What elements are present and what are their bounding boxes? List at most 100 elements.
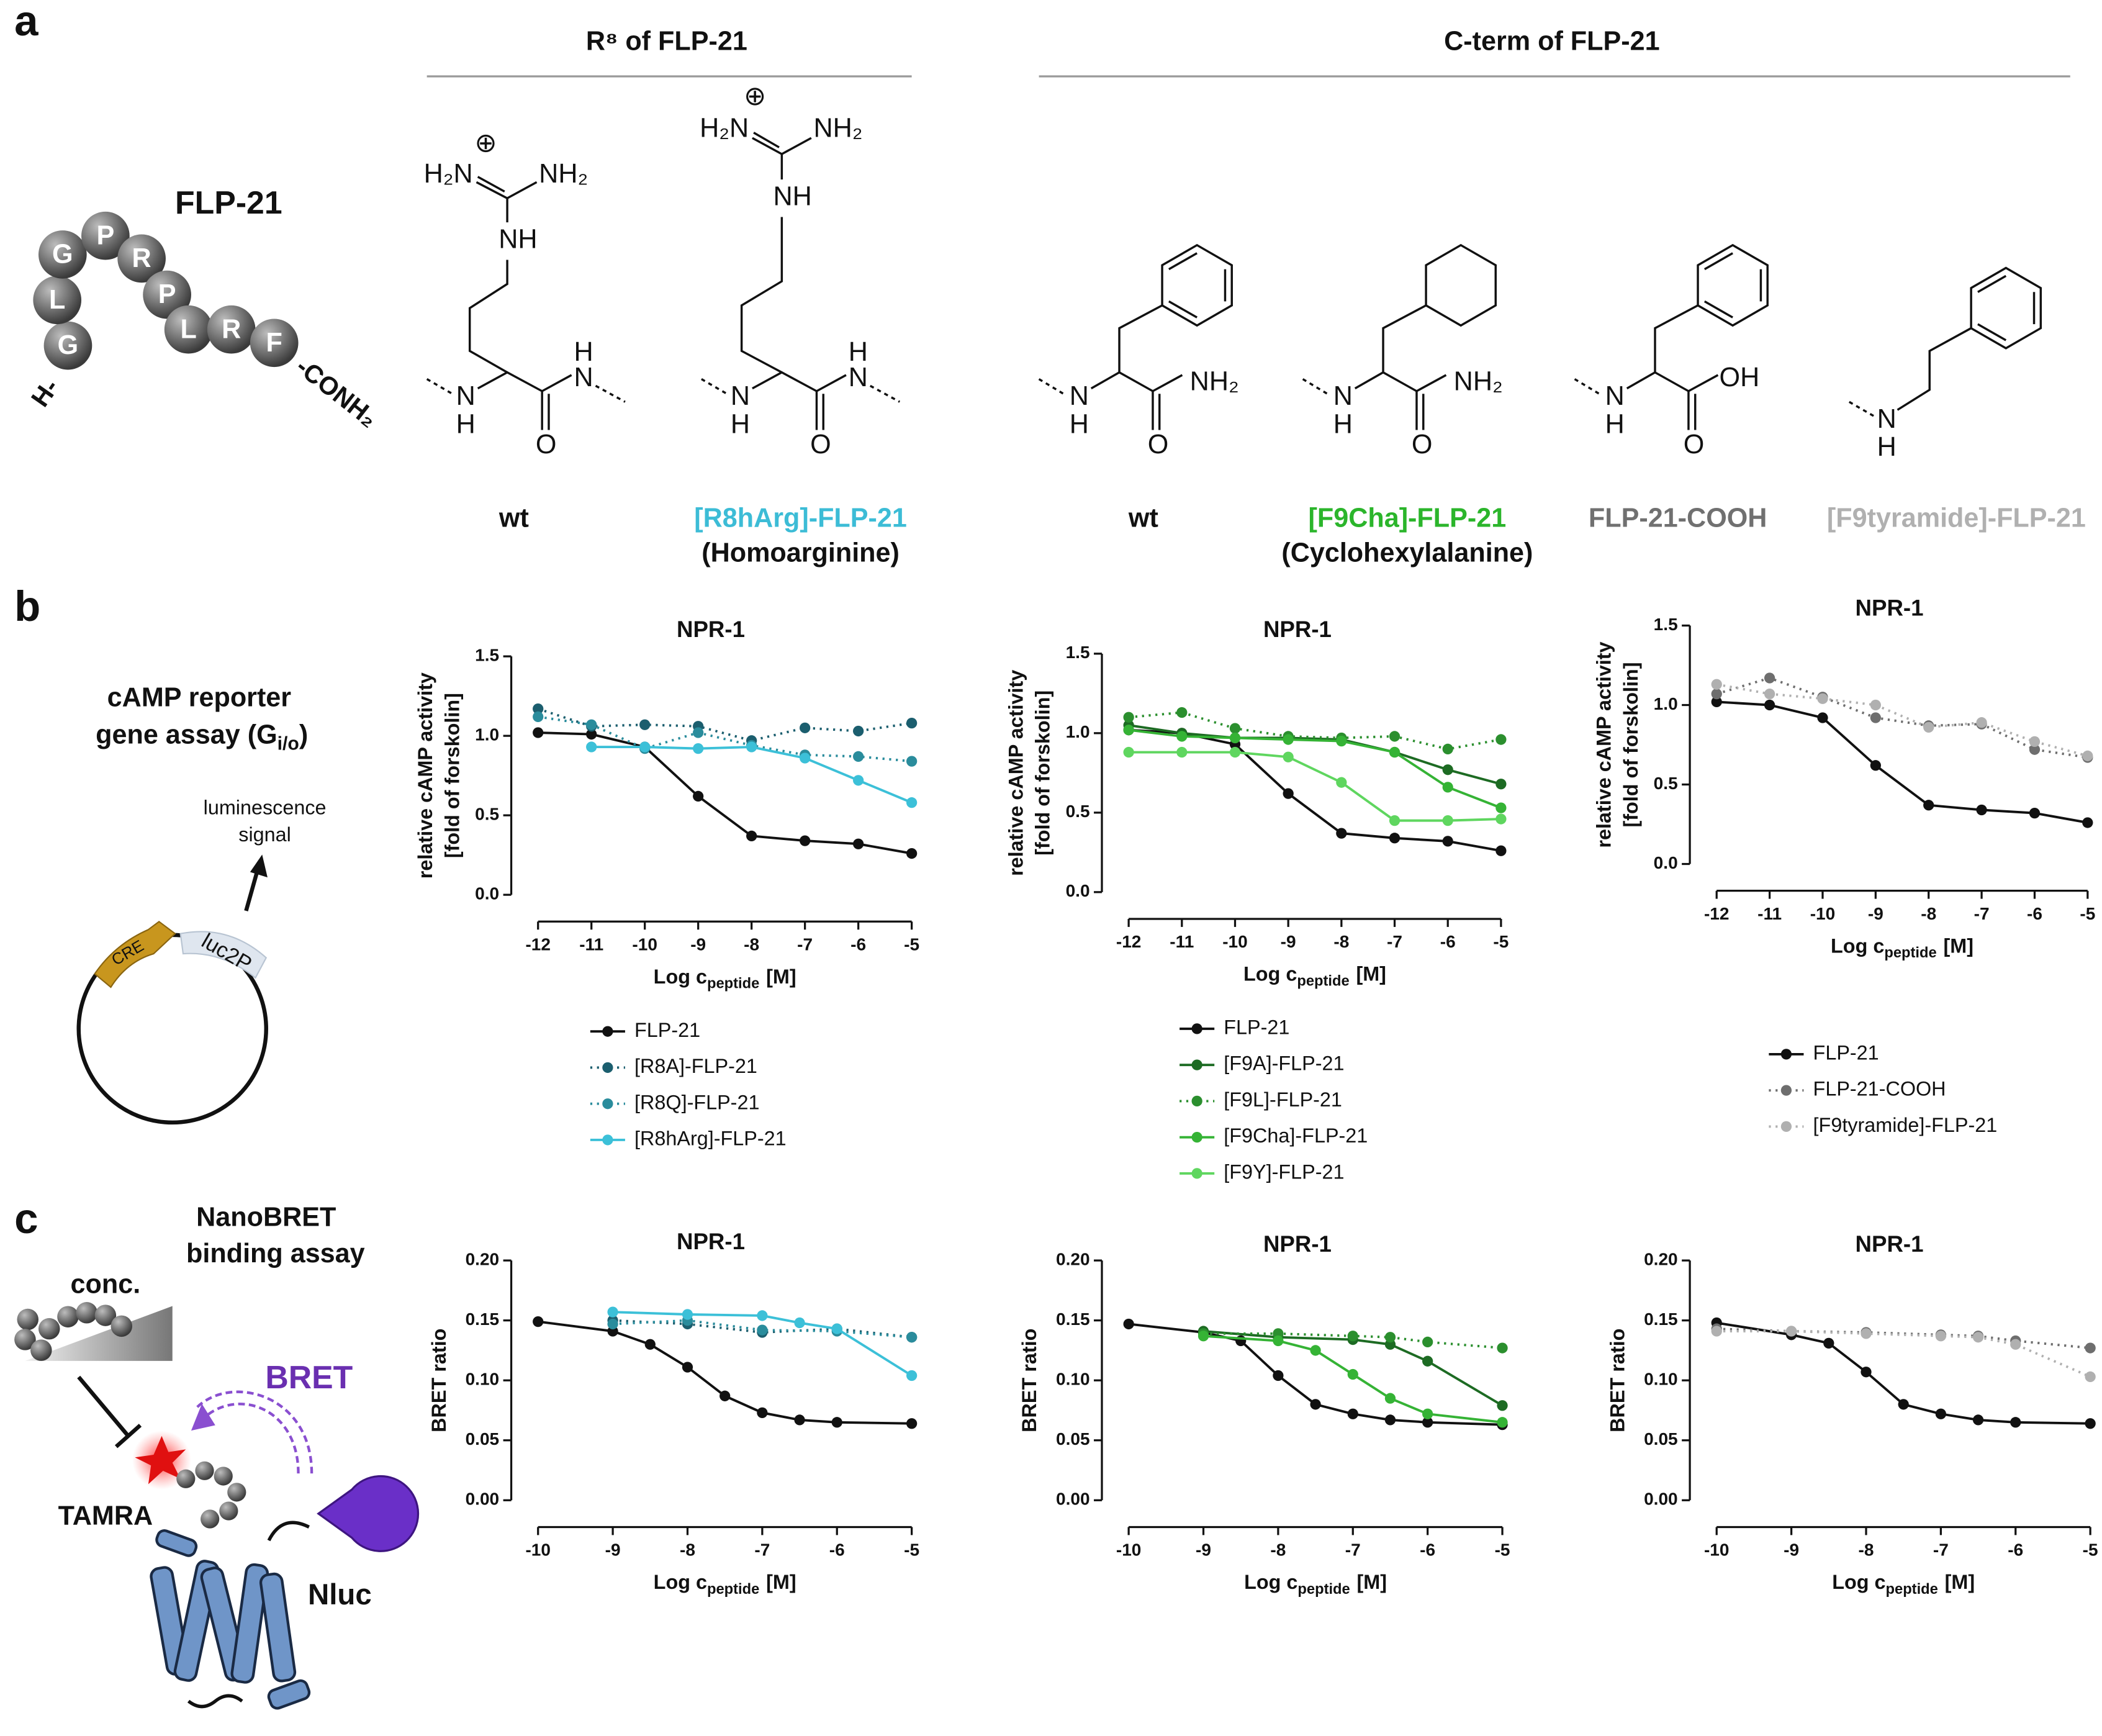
series-line	[538, 1320, 912, 1425]
signal-label: luminescence	[204, 797, 327, 819]
data-point	[906, 1418, 918, 1429]
y-tick-label: 0.0	[475, 884, 499, 903]
data-point	[1817, 712, 1828, 723]
data-point	[533, 1316, 544, 1327]
residue: R	[222, 314, 241, 344]
data-point	[1422, 1355, 1433, 1367]
data-point	[1923, 721, 1934, 733]
data-point	[1283, 751, 1294, 762]
x-axis-label-part: Log c	[1244, 1571, 1297, 1593]
legend-label: FLP-21	[1813, 1041, 1879, 1064]
x-tick-label: -7	[797, 935, 813, 954]
x-axis-label: Log cpeptide [M]	[654, 965, 796, 992]
atom: NH₂	[813, 114, 862, 143]
y-axis-label: [fold of forskolin]	[441, 693, 463, 858]
legend-label: [F9tyramide]-FLP-21	[1813, 1114, 1998, 1136]
chart-title: NPR-1	[1856, 1231, 1924, 1257]
chart-title: NPR-1	[1263, 617, 1332, 642]
x-tick-label: -5	[904, 935, 919, 954]
chart-title: NPR-1	[1856, 595, 1924, 620]
data-point	[1442, 764, 1453, 775]
x-tick-label: -7	[1387, 932, 1402, 951]
data-point	[1861, 1367, 1872, 1378]
atom: NH₂	[539, 159, 588, 189]
atom: H	[574, 337, 593, 367]
structure-note: (Cyclohexylalanine)	[1281, 538, 1533, 568]
data-point	[1764, 672, 1775, 684]
x-tick-label: -10	[525, 1540, 551, 1560]
legend-marker	[1191, 1023, 1202, 1034]
data-point	[906, 797, 918, 808]
data-point	[1229, 732, 1241, 744]
atom: N	[1333, 381, 1353, 411]
structure-label: wt	[1128, 503, 1158, 533]
y-tick-label: 0.0	[1066, 881, 1090, 900]
atom: O	[1412, 430, 1433, 459]
legend-label: [F9Y]-FLP-21	[1224, 1160, 1344, 1183]
data-point	[1389, 746, 1401, 758]
data-point	[2029, 736, 2041, 748]
assay-title: cAMP reporter	[107, 683, 292, 713]
data-point	[1347, 1331, 1358, 1342]
header: R⁸ of FLP-21	[586, 26, 747, 56]
y-axis-label: BRET ratio	[1018, 1329, 1040, 1432]
data-point	[1764, 699, 1775, 711]
chart-title: NPR-1	[677, 1229, 745, 1254]
data-point	[1442, 836, 1453, 847]
x-axis-label-part: [M]	[1356, 962, 1386, 985]
data-point	[1336, 828, 1347, 839]
data-point	[1972, 1414, 1984, 1426]
x-tick-label: -10	[632, 935, 657, 954]
y-axis-label: [fold of forskolin]	[1620, 662, 1642, 828]
atom: ⊕	[475, 128, 497, 158]
data-point	[1442, 815, 1453, 826]
legend-marker	[1191, 1095, 1202, 1107]
y-tick-label: 0.00	[466, 1490, 500, 1509]
data-point	[853, 725, 864, 737]
legend-marker	[602, 1062, 613, 1074]
y-tick-label: 0.5	[1654, 774, 1678, 793]
data-point	[1389, 731, 1401, 742]
data-point	[794, 1317, 805, 1329]
data-point	[693, 790, 704, 802]
series-line	[591, 746, 913, 804]
x-axis-label: Log cpeptide [M]	[1832, 1571, 1975, 1598]
data-point	[1336, 735, 1347, 747]
y-tick-label: 0.10	[1056, 1370, 1090, 1389]
data-point	[533, 711, 544, 723]
x-tick-label: -8	[1859, 1540, 1874, 1560]
data-point	[1935, 1408, 1947, 1419]
data-point	[639, 741, 651, 753]
series-line	[1716, 700, 2088, 824]
x-tick-label: -5	[2080, 904, 2095, 923]
signal-label: signal	[238, 823, 291, 846]
data-point	[533, 727, 544, 738]
data-point	[2029, 744, 2041, 755]
data-point	[607, 1306, 618, 1318]
atom: H	[1070, 409, 1089, 439]
atom: N	[1605, 381, 1625, 411]
data-point	[1283, 734, 1294, 745]
data-point	[1870, 760, 1881, 771]
data-point	[1711, 688, 1722, 700]
bret-schematic: NanoBRET binding assay conc. BRET TAMRA …	[14, 1203, 420, 1710]
data-point	[800, 722, 811, 733]
n-terminus: H-	[25, 374, 64, 412]
x-tick-label: -11	[1757, 904, 1782, 923]
x-tick-label: -10	[1810, 904, 1836, 923]
legend-marker	[1191, 1059, 1202, 1070]
atom: NH	[498, 225, 537, 255]
x-tick-label: -5	[2083, 1540, 2098, 1560]
legend-label: FLP-21	[634, 1019, 700, 1041]
structure-label: [F9tyramide]-FLP-21	[1827, 503, 2086, 533]
data-point	[800, 753, 811, 764]
structure: N H O OH FLP-21-COOH	[1574, 243, 1769, 533]
legend-marker	[1191, 1168, 1202, 1179]
data-point	[906, 1370, 918, 1381]
y-tick-label: 0.10	[1644, 1370, 1678, 1389]
data-point	[853, 838, 864, 849]
residue: L	[180, 314, 196, 344]
legend-label: FLP-21	[1224, 1016, 1289, 1038]
x-axis-label: Log cpeptide [M]	[1831, 934, 1973, 962]
atom: N	[1877, 404, 1897, 434]
